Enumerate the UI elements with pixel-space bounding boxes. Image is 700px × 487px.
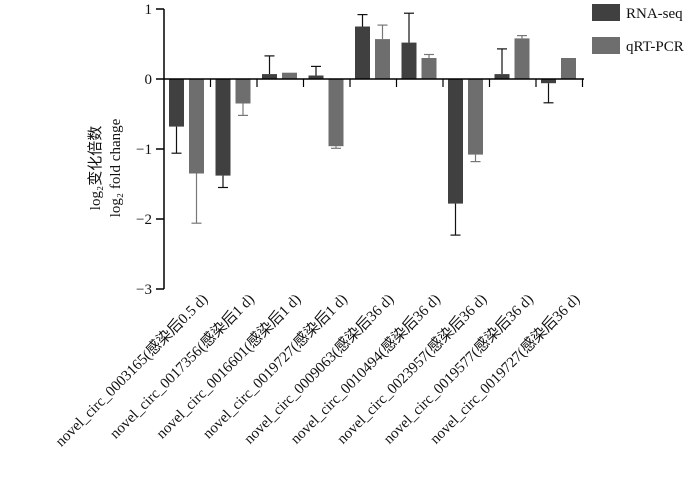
bar-qrt-pcr-4 xyxy=(328,79,344,147)
bar-qrt-pcr-1 xyxy=(189,79,204,174)
y-tick-label: −3 xyxy=(136,282,152,298)
bar-qrt-pcr-3 xyxy=(282,72,297,79)
bar-rna-seq-3 xyxy=(262,74,277,79)
bar-rna-seq-7 xyxy=(448,79,463,204)
y-tick-label: 0 xyxy=(145,72,153,88)
bar-qrt-pcr-7 xyxy=(468,79,483,155)
bar-rna-seq-1 xyxy=(169,79,184,127)
axes: −3 −2 −1 0 1 xyxy=(136,2,584,298)
legend-swatch-2 xyxy=(592,37,620,54)
bar-rna-seq-4 xyxy=(308,75,324,79)
bar-qrt-pcr-2 xyxy=(235,79,251,104)
y-axis-label: log₂变化倍数 log₂ fold change xyxy=(87,118,124,217)
y-axis-label-line-1: log₂变化倍数 xyxy=(87,126,104,210)
bar-qrt-pcr-9 xyxy=(561,58,576,79)
bar-rna-seq-6 xyxy=(401,42,417,79)
bar-qrt-pcr-6 xyxy=(421,58,437,79)
bar-qrt-pcr-8 xyxy=(514,38,530,79)
legend-label-1: RNA-seq xyxy=(626,6,683,22)
y-axis-label-line-2: log₂ fold change xyxy=(108,118,124,217)
legend-swatch-1 xyxy=(592,4,620,21)
error-bars xyxy=(171,12,554,236)
bar-rna-seq-2 xyxy=(215,79,231,176)
y-tick-label: −1 xyxy=(136,142,152,158)
bar-rna-seq-5 xyxy=(355,26,370,79)
y-tick-label: 1 xyxy=(145,2,153,18)
bars xyxy=(169,26,576,204)
bar-rna-seq-8 xyxy=(494,74,510,79)
bar-qrt-pcr-5 xyxy=(375,39,390,79)
legend: RNA-seq qRT-PCR xyxy=(592,4,684,55)
bar-rna-seq-9 xyxy=(541,79,556,84)
x-tick-labels: novel_circ_0003165(感染后0.5 d)novel_circ_0… xyxy=(52,291,583,450)
y-tick-label: −2 xyxy=(136,212,152,228)
legend-label-2: qRT-PCR xyxy=(626,39,684,55)
